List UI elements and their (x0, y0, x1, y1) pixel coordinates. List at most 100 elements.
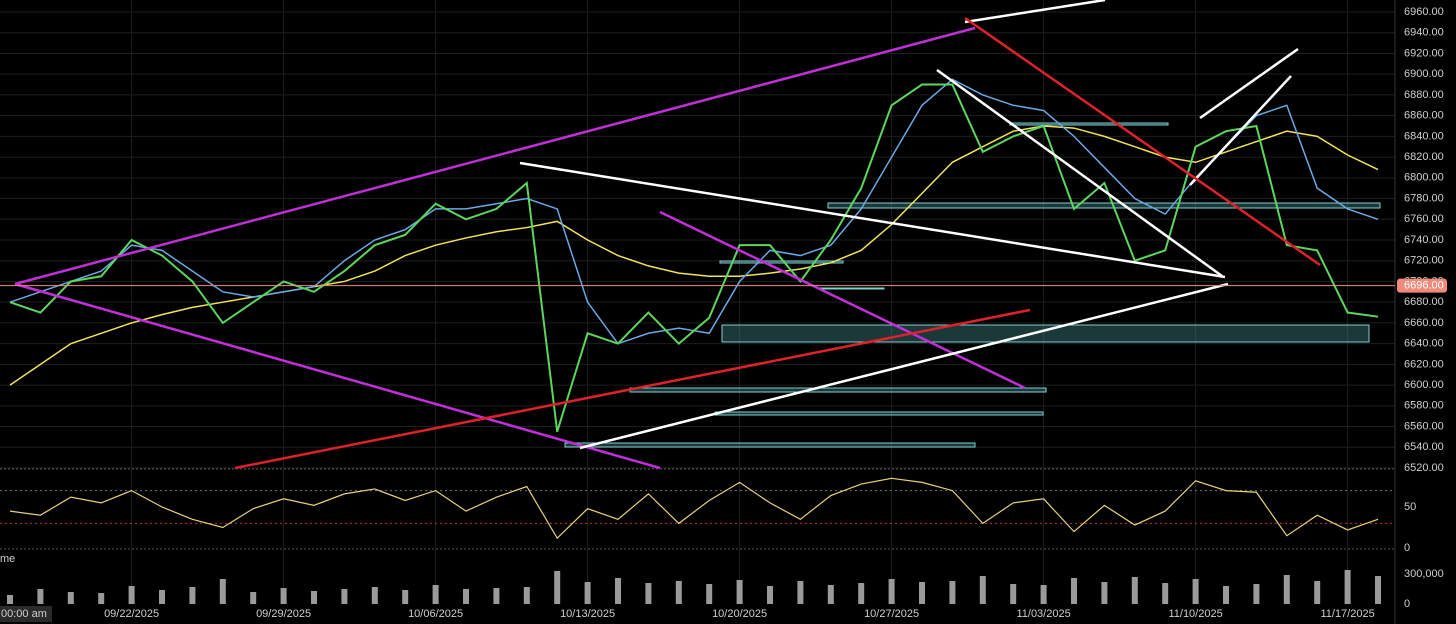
volume-bar (1344, 570, 1351, 604)
y-tick-label: 6820.00 (1404, 151, 1444, 163)
volume-bar (402, 590, 409, 604)
y-tick-label: 6620.00 (1404, 358, 1444, 370)
y-tick-label: 6680.00 (1404, 296, 1444, 308)
volume-bar (1375, 576, 1381, 604)
volume-bar (432, 585, 439, 604)
y-tick-label: 6720.00 (1404, 255, 1444, 267)
volume-bar (1223, 586, 1229, 604)
volume-tick-label: 0 (1404, 598, 1410, 610)
x-start-box (0, 606, 52, 622)
y-tick-label: 6520.00 (1404, 462, 1444, 474)
volume-bar (645, 583, 652, 604)
volume-bar (341, 589, 348, 604)
x-tick-label: 09/29/2025 (256, 608, 311, 620)
volume-bar (858, 583, 865, 604)
volume-bar (797, 581, 804, 604)
trendline (14, 282, 661, 470)
y-tick-label: 6900.00 (1404, 68, 1444, 80)
volume-bar (98, 593, 105, 604)
volume-bar (1131, 577, 1138, 604)
volume-bar (584, 582, 591, 604)
current-price-box (1397, 278, 1447, 293)
zone (1009, 122, 1169, 126)
volume-bar (736, 580, 743, 604)
rsi-tick-label: 50 (1404, 501, 1416, 513)
volume-bar (1283, 575, 1290, 604)
trendline (964, 16, 1321, 267)
trendline (659, 210, 1026, 390)
y-tick-label: 6800.00 (1404, 172, 1444, 184)
y-tick-label: 6540.00 (1404, 441, 1444, 453)
x-tick-label: 11/10/2025 (1168, 608, 1222, 620)
x-tick-label: 10/13/2025 (560, 608, 615, 620)
x-tick-label: 11/17/2025 (1320, 608, 1374, 620)
price-line (9, 125, 1379, 386)
volume-bar (7, 595, 13, 604)
volume-bar (280, 588, 287, 604)
x-tick-label: 10/06/2025 (408, 608, 463, 620)
volume-bar (1192, 579, 1199, 604)
zone (827, 202, 1381, 209)
volume-bar (311, 591, 317, 604)
zone (714, 411, 1044, 416)
volume-bar (554, 571, 561, 604)
volume-bar (949, 581, 956, 604)
volume-bar (189, 587, 196, 604)
volume-bar (1162, 583, 1169, 604)
zone (719, 260, 844, 264)
volume-bar (675, 581, 682, 604)
y-tick-label: 6580.00 (1404, 400, 1444, 412)
y-tick-label: 6660.00 (1404, 317, 1444, 329)
volume-bar (37, 589, 44, 604)
x-tick-label: 10/20/2025 (712, 608, 767, 620)
y-tick-label: 6760.00 (1404, 213, 1444, 225)
zone (819, 287, 885, 290)
volume-bar (159, 590, 165, 604)
volume-bar (615, 578, 621, 604)
x-tick-label: 11/03/2025 (1016, 608, 1070, 620)
trendline (1189, 75, 1292, 186)
volume-bar (463, 589, 469, 604)
volume-bar (1071, 578, 1077, 604)
volume-bar (128, 586, 135, 604)
volume-bar (919, 582, 925, 604)
current-price-label: 6696.00 (1404, 280, 1444, 292)
zone (629, 387, 1047, 393)
volume-bar (1101, 582, 1108, 604)
y-tick-label: 6920.00 (1404, 47, 1444, 59)
volume-bar (1314, 581, 1321, 604)
volume-bar (767, 586, 773, 604)
x-start-label: 00:00 am (1, 608, 47, 620)
price-lines (9, 78, 1379, 433)
volume-bar (371, 587, 378, 604)
trendlines (14, 0, 1321, 470)
volume-bar (1040, 585, 1047, 604)
y-tick-label: 6960.00 (1404, 6, 1444, 18)
volume-bar (706, 584, 713, 604)
trendline (1199, 47, 1299, 120)
y-tick-label: 6560.00 (1404, 420, 1444, 432)
rsi-tick-label: 0 (1404, 542, 1410, 554)
grid-layer (0, 0, 1395, 604)
volume-bar (1010, 584, 1017, 604)
y-tick-label: 6600.00 (1404, 379, 1444, 391)
y-tick-label: 6780.00 (1404, 192, 1444, 204)
x-tick-label: 10/27/2025 (864, 608, 919, 620)
y-tick-label: 6640.00 (1404, 338, 1444, 350)
volume-bar (827, 585, 834, 604)
trendline (964, 0, 1106, 24)
trendline (519, 161, 1226, 279)
volume-bar (219, 579, 226, 604)
x-tick-label: 09/22/2025 (104, 608, 159, 620)
y-tick-label: 6840.00 (1404, 130, 1444, 142)
volume-bar (67, 592, 74, 604)
trendline (579, 282, 1229, 450)
zone (721, 324, 1370, 343)
zones (564, 122, 1381, 448)
trendline (14, 26, 976, 286)
volume-bar (1253, 584, 1260, 604)
price-line (9, 83, 1379, 433)
volume-bar (888, 579, 895, 604)
y-tick-label: 6740.00 (1404, 234, 1444, 246)
